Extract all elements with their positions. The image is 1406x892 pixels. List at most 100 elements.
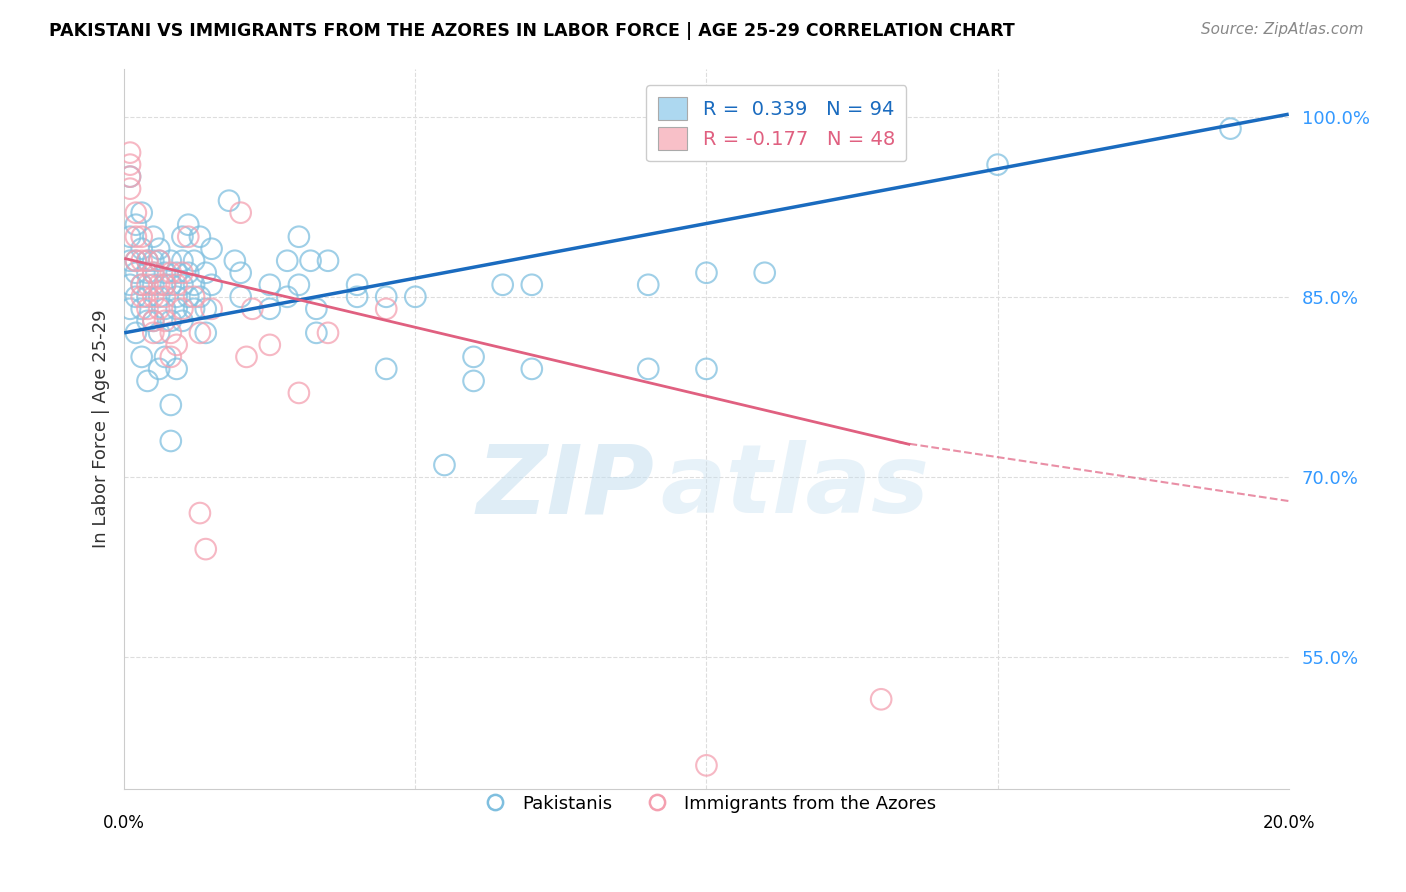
- Point: [463, 374, 485, 388]
- Point: [316, 253, 339, 268]
- Point: [136, 253, 159, 268]
- Point: [754, 266, 776, 280]
- Point: [305, 301, 328, 316]
- Point: [153, 350, 176, 364]
- Point: [131, 290, 153, 304]
- Point: [200, 242, 222, 256]
- Point: [148, 253, 170, 268]
- Point: [131, 205, 153, 219]
- Point: [118, 169, 141, 184]
- Point: [224, 253, 246, 268]
- Point: [194, 326, 217, 340]
- Point: [288, 385, 311, 400]
- Point: [194, 266, 217, 280]
- Point: [118, 301, 141, 316]
- Point: [125, 266, 148, 280]
- Point: [118, 158, 141, 172]
- Point: [166, 301, 188, 316]
- Point: [136, 374, 159, 388]
- Point: [118, 145, 141, 160]
- Point: [188, 506, 211, 520]
- Point: [148, 301, 170, 316]
- Point: [695, 758, 717, 772]
- Point: [463, 350, 485, 364]
- Point: [125, 326, 148, 340]
- Point: [166, 266, 188, 280]
- Point: [183, 301, 205, 316]
- Point: [131, 253, 153, 268]
- Point: [637, 277, 659, 292]
- Point: [131, 350, 153, 364]
- Point: [870, 692, 893, 706]
- Point: [194, 301, 217, 316]
- Point: [142, 326, 165, 340]
- Point: [276, 290, 298, 304]
- Point: [240, 301, 263, 316]
- Point: [183, 253, 205, 268]
- Point: [166, 290, 188, 304]
- Point: [148, 277, 170, 292]
- Point: [188, 229, 211, 244]
- Point: [235, 350, 257, 364]
- Point: [136, 253, 159, 268]
- Point: [159, 253, 181, 268]
- Point: [288, 229, 311, 244]
- Point: [177, 290, 200, 304]
- Point: [142, 314, 165, 328]
- Point: [148, 290, 170, 304]
- Point: [695, 362, 717, 376]
- Legend: Pakistanis, Immigrants from the Azores: Pakistanis, Immigrants from the Azores: [470, 788, 943, 820]
- Point: [188, 290, 211, 304]
- Point: [183, 277, 205, 292]
- Point: [131, 301, 153, 316]
- Point: [177, 266, 200, 280]
- Point: [125, 205, 148, 219]
- Point: [259, 338, 281, 352]
- Point: [125, 229, 148, 244]
- Point: [299, 253, 322, 268]
- Point: [259, 301, 281, 316]
- Point: [276, 253, 298, 268]
- Point: [148, 242, 170, 256]
- Point: [166, 362, 188, 376]
- Point: [166, 277, 188, 292]
- Point: [142, 253, 165, 268]
- Point: [172, 301, 194, 316]
- Point: [118, 182, 141, 196]
- Point: [188, 326, 211, 340]
- Point: [259, 277, 281, 292]
- Point: [136, 301, 159, 316]
- Point: [229, 205, 252, 219]
- Point: [131, 242, 153, 256]
- Point: [136, 277, 159, 292]
- Point: [136, 266, 159, 280]
- Point: [229, 266, 252, 280]
- Point: [194, 542, 217, 557]
- Point: [637, 362, 659, 376]
- Point: [172, 229, 194, 244]
- Point: [433, 458, 456, 472]
- Point: [288, 277, 311, 292]
- Y-axis label: In Labor Force | Age 25-29: In Labor Force | Age 25-29: [93, 310, 110, 549]
- Point: [153, 277, 176, 292]
- Point: [183, 290, 205, 304]
- Point: [1219, 121, 1241, 136]
- Point: [131, 277, 153, 292]
- Point: [375, 362, 398, 376]
- Point: [172, 266, 194, 280]
- Point: [218, 194, 240, 208]
- Point: [118, 169, 141, 184]
- Point: [492, 277, 515, 292]
- Point: [153, 314, 176, 328]
- Point: [159, 434, 181, 448]
- Point: [142, 229, 165, 244]
- Point: [142, 266, 165, 280]
- Point: [131, 277, 153, 292]
- Point: [166, 338, 188, 352]
- Point: [125, 253, 148, 268]
- Point: [375, 290, 398, 304]
- Text: PAKISTANI VS IMMIGRANTS FROM THE AZORES IN LABOR FORCE | AGE 25-29 CORRELATION C: PAKISTANI VS IMMIGRANTS FROM THE AZORES …: [49, 22, 1015, 40]
- Point: [142, 277, 165, 292]
- Point: [177, 229, 200, 244]
- Point: [125, 290, 148, 304]
